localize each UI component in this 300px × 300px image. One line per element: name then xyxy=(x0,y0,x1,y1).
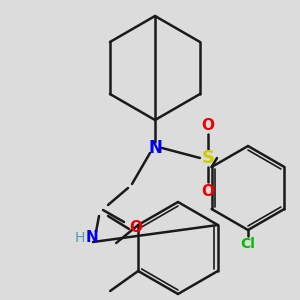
Text: O: O xyxy=(130,220,142,236)
Text: N: N xyxy=(85,230,98,245)
Text: O: O xyxy=(202,118,214,133)
Text: S: S xyxy=(202,149,214,167)
Text: O: O xyxy=(202,184,214,199)
Text: H: H xyxy=(75,231,85,245)
Text: Cl: Cl xyxy=(241,237,255,251)
Text: N: N xyxy=(148,139,162,157)
